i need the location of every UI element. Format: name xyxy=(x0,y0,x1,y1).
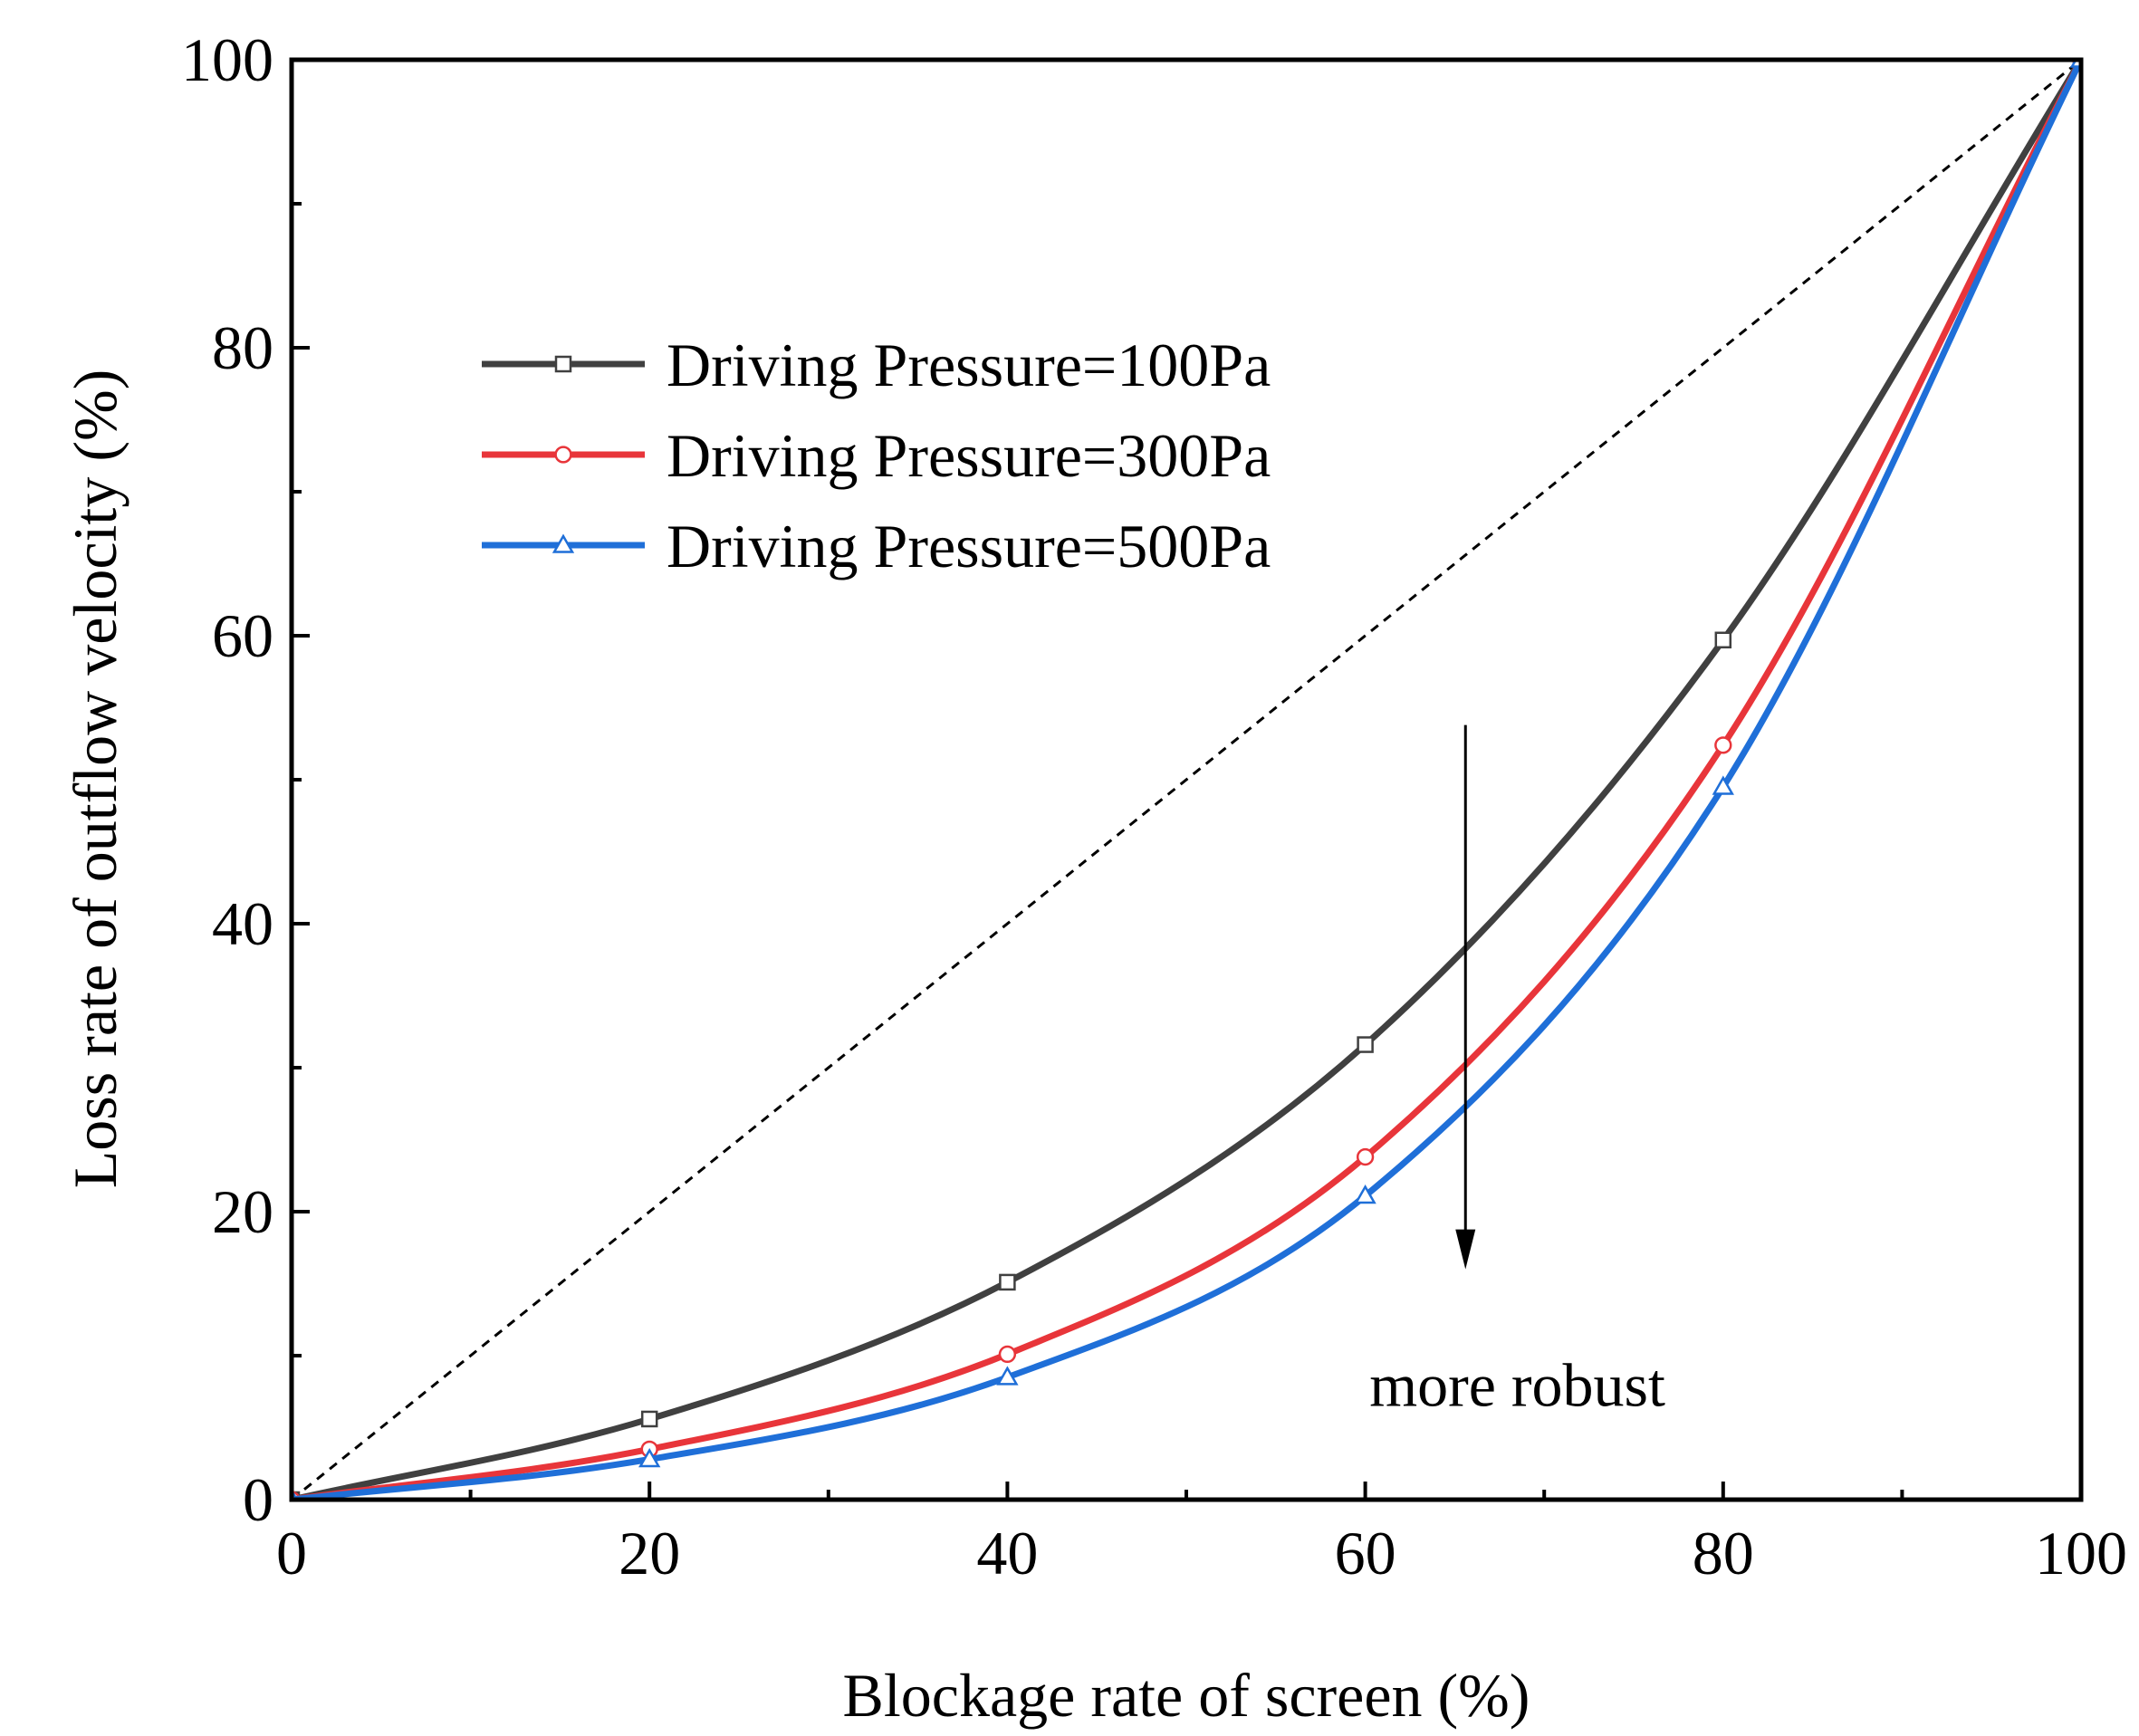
x-tick-label: 80 xyxy=(1693,1519,1754,1587)
series-line xyxy=(292,60,2081,1500)
legend-item: Driving Pressure=100Pa xyxy=(482,331,1271,399)
data-point xyxy=(1357,1036,1374,1053)
data-point xyxy=(996,1366,1019,1386)
data-point xyxy=(999,1273,1016,1291)
y-tick-label: 40 xyxy=(212,889,273,958)
x-tick-label: 0 xyxy=(276,1519,307,1587)
axis-ticks: 0 20 40 60 80 100 0 20 40 60 80 100 xyxy=(181,25,2127,1587)
legend-marker xyxy=(554,446,572,464)
y-tick-label: 80 xyxy=(212,313,273,382)
data-point xyxy=(1356,1147,1375,1166)
y-tick-label: 60 xyxy=(212,601,273,670)
x-tick-label: 60 xyxy=(1335,1519,1396,1587)
reference-diagonal-line xyxy=(292,60,2081,1500)
x-tick-label: 100 xyxy=(2035,1519,2127,1587)
legend-label: Driving Pressure=100Pa xyxy=(667,331,1271,399)
legend-marker xyxy=(554,355,572,373)
x-axis-label: Blockage rate of screen (%) xyxy=(843,1661,1530,1730)
legend-item: Driving Pressure=500Pa xyxy=(482,512,1271,580)
y-tick-label: 20 xyxy=(212,1177,273,1246)
legend: Driving Pressure=100Pa Driving Pressure=3… xyxy=(482,331,1271,580)
data-point xyxy=(1714,631,1732,649)
data-point xyxy=(640,1410,658,1428)
annotation-layer: more robust xyxy=(1369,724,1665,1420)
data-point xyxy=(998,1345,1017,1364)
legend-label: Driving Pressure=500Pa xyxy=(667,512,1271,580)
legend-item: Driving Pressure=300Pa xyxy=(482,421,1271,490)
legend-label: Driving Pressure=300Pa xyxy=(667,421,1271,490)
x-tick-label: 40 xyxy=(976,1519,1038,1587)
legend-marker xyxy=(552,533,575,553)
annotation-more-robust: more robust xyxy=(1369,1351,1665,1420)
data-point xyxy=(1354,1184,1376,1204)
x-tick-label: 20 xyxy=(619,1519,680,1587)
y-tick-label: 0 xyxy=(243,1465,273,1534)
arrow-head xyxy=(1455,1229,1476,1270)
data-point xyxy=(1714,736,1732,754)
plot-area xyxy=(292,60,2081,1500)
y-tick-label: 100 xyxy=(181,25,273,94)
series-layer xyxy=(292,60,2081,1500)
data-point xyxy=(1712,775,1734,795)
y-axis-label: Loss rate of outflow velocity (%) xyxy=(61,369,129,1189)
data-point xyxy=(638,1447,661,1468)
